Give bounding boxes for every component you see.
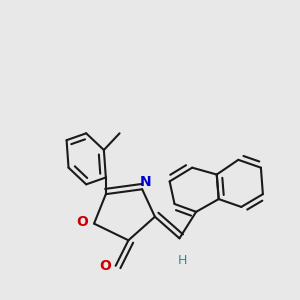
Text: O: O bbox=[99, 259, 111, 273]
Text: H: H bbox=[178, 254, 187, 267]
Text: N: N bbox=[139, 175, 151, 189]
Text: O: O bbox=[76, 215, 88, 229]
